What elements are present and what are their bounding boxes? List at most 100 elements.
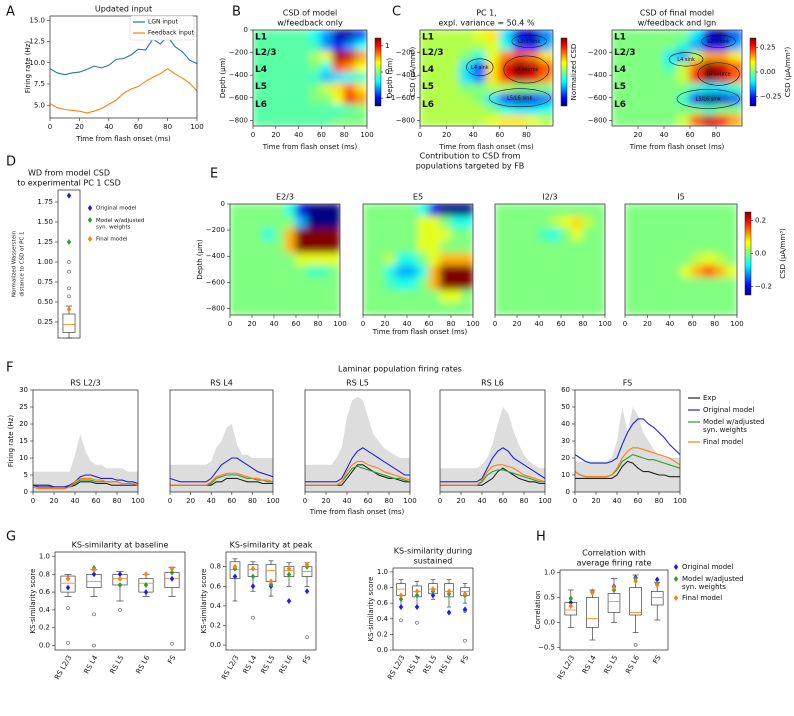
heatmap-cell — [646, 289, 660, 304]
heatmap-cell — [646, 215, 660, 230]
heatmap-cell — [298, 50, 311, 63]
heatmap-cell — [251, 302, 264, 315]
heatmap-cell — [612, 72, 626, 84]
heatmap-cell — [538, 228, 551, 242]
heatmap-cell — [637, 72, 652, 84]
heatmap-cell — [680, 289, 693, 304]
heatmap-cell — [624, 93, 639, 106]
heatmap-cell — [635, 252, 648, 267]
heatmap-cell — [505, 204, 518, 217]
heatmap-cell — [560, 215, 573, 230]
heatmap-cell — [549, 289, 562, 304]
heatmap-cell — [499, 72, 514, 84]
marker — [66, 306, 72, 313]
chart-title: CSD of final model — [640, 9, 714, 18]
heatmap-cell — [262, 204, 275, 217]
layer-label: L2/3 — [614, 48, 636, 58]
heatmap-cell — [253, 40, 265, 52]
heatmap-cell — [428, 302, 441, 315]
heatmap-cell — [646, 277, 660, 291]
heatmap-cell — [691, 252, 704, 267]
y-tick-label: 10 — [561, 471, 570, 479]
heatmap-cell — [355, 93, 367, 106]
heatmap-cell — [328, 215, 340, 230]
heatmap-cell — [446, 30, 461, 42]
x-tick-label: 0 — [573, 497, 577, 505]
heatmap-cell — [625, 265, 637, 279]
heatmap-cell — [650, 40, 665, 52]
heatmap-cells — [363, 204, 473, 315]
chart-title: RS L5 — [346, 379, 369, 388]
x-tick-label: 60 — [292, 320, 301, 328]
heatmap-cell — [725, 265, 737, 279]
heatmap-cell — [320, 72, 334, 84]
x-tick-label: RS L5 — [422, 654, 439, 675]
y-tick-label: 1.0 — [39, 552, 50, 560]
x-tick-label: 60 — [227, 497, 236, 505]
heatmap-cell — [240, 302, 253, 315]
heatmap-cell — [714, 240, 727, 254]
colorbar-label: CSD (μA/mm³) — [409, 47, 417, 98]
heatmap-cell — [275, 61, 288, 74]
heatmap-cell — [295, 265, 308, 279]
heatmap-cell — [725, 240, 737, 254]
heatmap-cell — [624, 104, 639, 116]
heatmap-cell — [298, 104, 311, 116]
heatmap-cell — [253, 114, 265, 126]
heatmap-cell — [262, 265, 275, 279]
heatmap-cell — [539, 93, 553, 106]
heatmap-cell — [384, 228, 397, 242]
heatmap-cell — [702, 72, 717, 84]
heatmap-cell — [275, 50, 288, 63]
heatmap-cell — [320, 104, 334, 116]
shaded-area — [170, 424, 273, 492]
y-tick-label: 1.0 — [377, 568, 388, 576]
heatmap-cell — [715, 82, 730, 95]
heatmap-cell — [446, 104, 461, 116]
heatmap-cell — [328, 302, 340, 315]
colorbar-tick-label: 1 — [385, 42, 389, 50]
heatmap-cell — [439, 289, 452, 304]
heatmap-cell — [676, 104, 691, 116]
heatmap-cell — [486, 82, 501, 95]
heatmap-cell — [728, 72, 742, 84]
x-tick-label: 20 — [186, 497, 195, 505]
heatmap-cell — [428, 265, 441, 279]
heatmap-cell — [262, 302, 275, 315]
heatmap-cell — [320, 30, 334, 42]
heatmap-cell — [663, 61, 678, 74]
heatmap-cell — [680, 252, 693, 267]
heatmap — [253, 30, 367, 126]
heatmap-cell — [571, 228, 584, 242]
heatmap-cell — [309, 50, 322, 63]
heatmap-cell — [676, 72, 691, 84]
heatmap-cell — [663, 104, 678, 116]
marker — [414, 588, 420, 595]
heatmap-cell — [273, 302, 286, 315]
line-series — [49, 35, 198, 76]
x-tick-label: 80 — [710, 320, 719, 328]
heatmap-cell — [624, 114, 639, 126]
y-tick-label: 7.5 — [34, 80, 45, 88]
heatmap-cell — [691, 277, 704, 291]
marker — [250, 573, 256, 580]
heatmap-cell — [505, 240, 518, 254]
heatmap-cell — [702, 277, 716, 291]
heatmap-cell — [428, 289, 441, 304]
outlier — [415, 620, 419, 625]
heatmap-cell — [512, 104, 527, 116]
y-tick-label: −600 — [396, 94, 415, 102]
heatmap-cell — [450, 204, 463, 217]
x-tick-label: 100 — [466, 320, 479, 328]
heatmap-cell — [582, 289, 595, 304]
annotation: L4 sink — [471, 65, 489, 71]
heatmap-cell — [253, 50, 265, 63]
heatmap-cell — [332, 82, 345, 95]
heatmap-cell — [527, 228, 540, 242]
heatmap-cell — [320, 93, 334, 106]
heatmap-cell — [395, 277, 408, 291]
y-tick-label: 0.5 — [544, 594, 555, 602]
outlier — [633, 643, 638, 647]
heatmap-cell — [728, 104, 742, 116]
